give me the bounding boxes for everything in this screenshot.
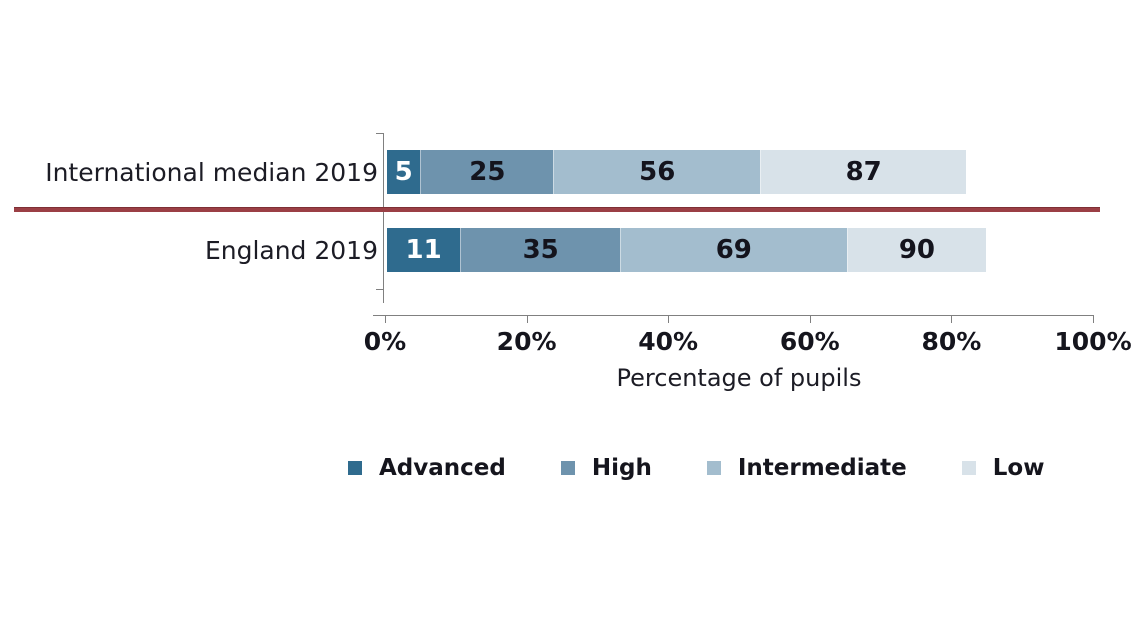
category-label: International median 2019 xyxy=(45,157,378,187)
bar-segment-intermediate: 69 xyxy=(620,228,847,272)
x-axis-tick xyxy=(668,315,670,323)
legend-item-low: Low xyxy=(961,455,1045,481)
legend-item-advanced: Advanced xyxy=(348,455,506,481)
category-label: England 2019 xyxy=(204,235,378,265)
legend-label: Intermediate xyxy=(737,455,907,481)
bar-segment-high: 35 xyxy=(460,228,621,272)
y-axis-tick xyxy=(376,133,384,134)
x-axis-tick xyxy=(1093,315,1094,323)
x-axis-tick xyxy=(809,315,811,323)
y-axis-tick xyxy=(376,289,384,290)
x-axis-tick xyxy=(385,315,386,323)
x-axis-tick xyxy=(951,315,953,323)
legend-item-high: High xyxy=(560,455,652,481)
bar-segment-high: 25 xyxy=(420,150,554,194)
x-axis-tick-label: 100% xyxy=(1054,327,1132,356)
reference-divider-line xyxy=(14,207,1100,212)
legend-marker-icon xyxy=(348,461,362,475)
x-axis-tick-label: 60% xyxy=(779,327,840,356)
bar-segment-low: 87 xyxy=(759,150,967,194)
legend-label: Advanced xyxy=(379,455,506,481)
legend-label: High xyxy=(591,455,652,481)
x-axis-line xyxy=(373,315,1093,316)
y-axis-line xyxy=(383,133,384,303)
x-axis-tick-label: 40% xyxy=(638,327,699,356)
legend-item-intermediate: Intermediate xyxy=(706,455,907,481)
bar-segment-advanced: 5 xyxy=(387,150,421,194)
x-axis-tick-label: 0% xyxy=(363,327,407,356)
bar-row: 11 35 69 90 xyxy=(387,228,987,272)
legend-label: Low xyxy=(992,455,1045,481)
legend-marker-icon xyxy=(706,461,721,475)
legend-marker-icon xyxy=(961,461,976,475)
x-axis-tick-label: 20% xyxy=(496,327,557,356)
legend: Advanced High Intermediate Low xyxy=(348,451,1044,485)
bar-segment-intermediate: 56 xyxy=(553,150,760,194)
x-axis-tick xyxy=(526,315,528,323)
bar-segment-low: 90 xyxy=(846,228,987,272)
bar-row: 5 25 56 87 xyxy=(387,150,967,194)
bar-segment-advanced: 11 xyxy=(387,228,461,272)
x-axis-tick-label: 80% xyxy=(921,327,982,356)
legend-marker-icon xyxy=(560,461,575,475)
x-axis-title: Percentage of pupils xyxy=(616,364,862,392)
